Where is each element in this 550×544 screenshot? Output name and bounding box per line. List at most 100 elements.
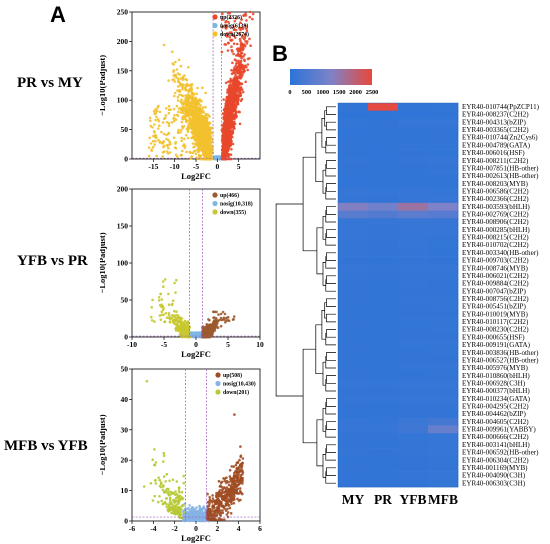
data-point <box>158 124 161 127</box>
data-point <box>159 482 163 486</box>
data-point <box>198 127 202 131</box>
data-point <box>172 136 176 140</box>
data-point <box>223 130 226 133</box>
data-point <box>230 45 233 48</box>
volcano-plot-mfb-vs-yfb: -6 -4 -2 0 2 4 601020304050Log2FC−Log10(Padjus… <box>100 365 262 544</box>
x-tick-label: 5 <box>226 340 230 349</box>
comparison-label-2: YFB vs PR <box>17 253 88 269</box>
x-tick-label: -10 <box>127 340 137 349</box>
data-point <box>178 332 182 335</box>
data-point <box>224 24 228 28</box>
data-point <box>211 494 214 497</box>
data-point <box>205 324 209 327</box>
data-point <box>164 489 168 492</box>
data-point <box>188 326 191 330</box>
data-point <box>229 39 233 42</box>
data-point <box>161 121 165 124</box>
data-point <box>234 59 238 62</box>
data-point <box>211 497 215 500</box>
data-point <box>221 310 225 314</box>
data-point <box>155 154 158 158</box>
data-point <box>205 131 209 134</box>
x-axis-label: Log2FC <box>181 171 211 181</box>
data-point <box>151 139 155 143</box>
data-point <box>230 72 234 76</box>
data-point <box>233 93 237 96</box>
data-point <box>159 292 163 296</box>
data-point <box>235 111 238 114</box>
data-point <box>221 144 225 148</box>
data-point <box>239 455 242 458</box>
data-point <box>164 114 168 117</box>
data-point <box>227 137 230 140</box>
data-point <box>176 85 180 88</box>
data-point <box>158 484 162 488</box>
data-point <box>181 333 185 336</box>
data-point <box>176 131 180 135</box>
data-point <box>222 98 225 101</box>
data-point <box>233 77 236 81</box>
data-point <box>153 135 157 138</box>
y-tick-label: 200 <box>117 185 129 194</box>
data-point <box>244 24 247 28</box>
data-point <box>162 43 166 47</box>
data-point <box>196 86 199 90</box>
data-point <box>168 320 172 324</box>
data-point <box>228 130 231 133</box>
data-point <box>207 318 210 321</box>
data-point <box>178 512 181 516</box>
data-point <box>162 490 166 494</box>
data-point <box>201 141 204 145</box>
data-point <box>227 80 230 83</box>
data-point <box>177 488 181 492</box>
data-point <box>239 99 243 102</box>
data-point <box>230 31 233 34</box>
data-point <box>193 145 196 149</box>
data-point <box>158 478 162 482</box>
data-point <box>194 508 197 511</box>
data-point <box>221 511 225 515</box>
data-point <box>180 128 183 132</box>
data-point <box>189 151 192 154</box>
data-point <box>161 141 164 145</box>
data-point <box>243 35 247 38</box>
comparison-label-1: PR vs MY <box>17 75 83 91</box>
data-point <box>202 150 205 153</box>
data-point <box>231 92 235 95</box>
data-point <box>236 487 240 491</box>
data-point <box>171 302 174 306</box>
data-point <box>196 137 200 141</box>
data-point <box>243 43 246 46</box>
data-point <box>216 508 219 512</box>
data-point <box>209 326 213 330</box>
data-point <box>225 95 229 99</box>
data-point <box>160 313 164 317</box>
data-point <box>251 12 255 16</box>
data-point <box>231 142 235 146</box>
data-point <box>229 104 232 107</box>
data-point <box>191 516 194 519</box>
data-point <box>224 104 228 108</box>
data-point <box>232 318 235 321</box>
data-point <box>203 332 206 335</box>
data-point <box>161 308 165 311</box>
data-point <box>196 106 200 110</box>
data-point <box>162 475 166 478</box>
data-point <box>194 109 198 113</box>
data-point <box>248 15 252 19</box>
data-point <box>188 516 192 519</box>
data-point <box>224 110 228 114</box>
data-point <box>181 497 184 501</box>
data-point <box>229 139 232 142</box>
data-point <box>243 59 246 63</box>
data-point <box>198 135 201 139</box>
data-point <box>154 108 157 111</box>
data-point <box>185 118 188 122</box>
data-point <box>167 303 171 306</box>
data-point <box>176 507 180 511</box>
data-point <box>198 504 201 508</box>
data-point <box>184 133 188 137</box>
data-point <box>198 121 202 124</box>
data-point <box>208 496 211 499</box>
data-point <box>211 508 214 511</box>
